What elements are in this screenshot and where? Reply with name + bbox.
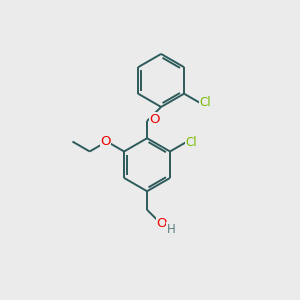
Text: O: O xyxy=(157,217,167,230)
Text: H: H xyxy=(167,223,175,236)
Text: O: O xyxy=(149,113,160,126)
Text: Cl: Cl xyxy=(186,136,197,149)
Text: O: O xyxy=(100,135,111,148)
Text: Cl: Cl xyxy=(200,97,211,110)
